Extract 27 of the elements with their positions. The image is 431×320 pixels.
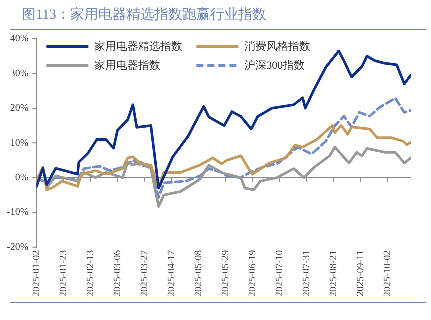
x-tick-label: 2025-07-31 — [301, 250, 312, 298]
y-tick-label: 40% — [10, 34, 29, 45]
line-series — [36, 97, 411, 199]
x-tick-label: 2025-01-02 — [31, 250, 42, 298]
y-tick-label: -20% — [6, 242, 29, 253]
x-tick-label: 2025-09-11 — [355, 250, 366, 297]
x-tick-label: 2025-10-02 — [382, 250, 394, 298]
y-tick-label: -10% — [6, 207, 29, 218]
legend-label: 家用电器指数 — [94, 58, 161, 72]
x-tick-label: 2025-08-21 — [328, 250, 340, 298]
x-tick-label: 2025-07-10 — [274, 250, 286, 298]
x-tick-label: 2025-03-06 — [112, 250, 124, 298]
x-tick-label: 2025-04-17 — [166, 250, 178, 298]
y-tick-label: 20% — [10, 103, 29, 114]
x-tick-label: 2025-03-27 — [139, 250, 150, 298]
y-tick-label: 30% — [10, 68, 29, 80]
y-tick-label: 10% — [10, 138, 29, 149]
x-tick-label: 2025-06-19 — [247, 250, 258, 298]
x-tick-label: 2025-05-29 — [220, 250, 232, 298]
legend-label: 家用电器精选指数 — [94, 40, 183, 53]
x-tick-label: 2025-02-13 — [85, 250, 96, 298]
legend-label: 消费风格指数 — [244, 40, 311, 53]
chart-title: 图113：家用电器精选指数跑赢行业指数 — [22, 6, 266, 24]
x-tick-label: 2025-05-08 — [193, 250, 204, 298]
x-tick-label: 2025-01-23 — [58, 250, 70, 298]
legend-label: 沪深300指数 — [244, 58, 306, 72]
y-tick-label: 0% — [15, 172, 29, 184]
